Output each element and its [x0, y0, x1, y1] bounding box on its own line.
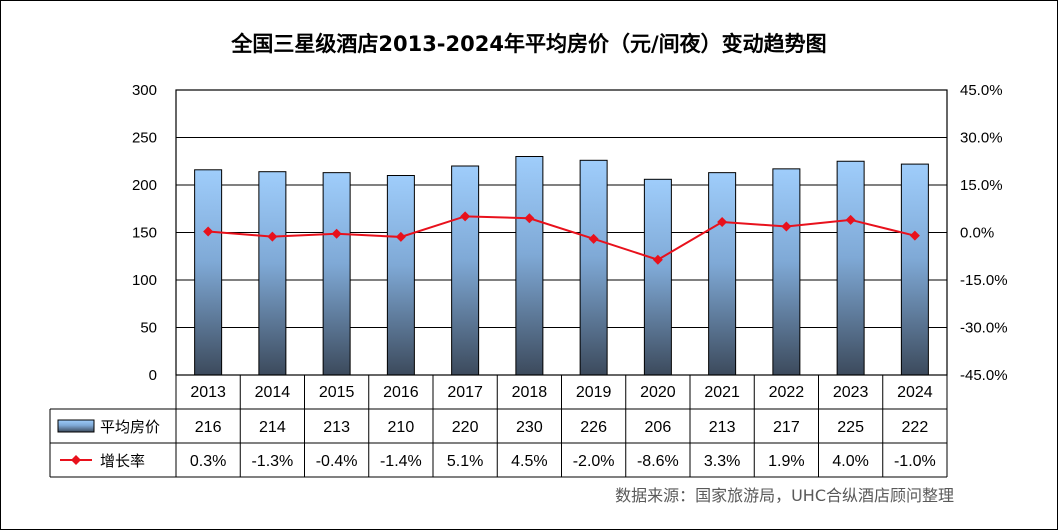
rate-value-label-2013: 0.3%	[190, 453, 226, 470]
rate-value-label-2016: -1.4%	[380, 453, 422, 470]
bar-2019	[579, 159, 608, 376]
y-left-tick-label: 0	[149, 367, 157, 384]
growth-rate-point-2021	[717, 217, 728, 228]
y-right-tick-label: -30.0%	[960, 320, 1008, 337]
bar-2021	[708, 172, 737, 376]
y-right-tick-label: 30.0%	[960, 130, 1003, 147]
x-tick-label-2022: 2022	[769, 384, 805, 401]
x-tick-label-2018: 2018	[512, 384, 548, 401]
bar-2018	[515, 156, 544, 376]
y-right-tick-label: -15.0%	[960, 272, 1008, 289]
bar-value-label-2016: 210	[388, 419, 415, 436]
growth-rate-point-2019	[588, 233, 599, 244]
growth-rate-point-2024	[909, 230, 920, 241]
bar-2024	[900, 163, 929, 376]
bar-value-label-2022: 217	[773, 419, 800, 436]
bar-value-label-2019: 226	[580, 419, 607, 436]
legend-label-bar: 平均房价	[100, 418, 160, 436]
growth-rate-point-2022	[781, 221, 792, 232]
bar-2015	[322, 172, 351, 376]
growth-rate-line	[208, 215, 916, 261]
y-left-tick-label: 150	[132, 225, 157, 242]
x-tick-label-2014: 2014	[255, 384, 291, 401]
rate-value-label-2024: -1.0%	[894, 453, 936, 470]
rate-value-label-2022: 1.9%	[768, 453, 804, 470]
x-tick-label-2021: 2021	[704, 384, 740, 401]
rate-value-label-2014: -1.3%	[251, 453, 293, 470]
rate-value-label-2018: 4.5%	[511, 453, 547, 470]
growth-rate-point-2018	[524, 213, 535, 224]
bar-value-label-2014: 214	[259, 419, 286, 436]
y-right-tick-label: 45.0%	[960, 82, 1003, 99]
growth-rate-point-2015	[331, 228, 342, 239]
x-tick-label-2015: 2015	[319, 384, 355, 401]
y-left-tick-label: 200	[132, 177, 157, 194]
growth-rate-point-2017	[460, 211, 471, 222]
bar-value-label-2024: 222	[902, 419, 929, 436]
bar-2020	[643, 178, 672, 376]
bar-2017	[451, 165, 480, 376]
growth-rate-point-2016	[395, 231, 406, 242]
bar-value-label-2013: 216	[195, 419, 222, 436]
chart-title: 全国三星级酒店2013-2024年平均房价（元/间夜）变动趋势图	[231, 32, 827, 56]
x-tick-label-2023: 2023	[833, 384, 869, 401]
x-tick-label-2024: 2024	[897, 384, 933, 401]
bar-2016	[386, 175, 415, 376]
bar-2022	[772, 168, 801, 376]
growth-rate-point-2023	[845, 214, 856, 225]
y-left-tick-label: 100	[132, 272, 157, 289]
bar-2023	[836, 160, 865, 376]
x-tick-label-2020: 2020	[640, 384, 676, 401]
bar-value-label-2023: 225	[837, 419, 864, 436]
rate-value-label-2023: 4.0%	[832, 453, 868, 470]
y-right-tick-label: 0.0%	[960, 225, 994, 242]
y-left-tick-label: 300	[132, 82, 157, 99]
rate-value-label-2015: -0.4%	[316, 453, 358, 470]
rate-value-label-2019: -2.0%	[573, 453, 615, 470]
source-note: 数据来源：国家旅游局，UHC合纵酒店顾问整理	[615, 486, 954, 505]
legend-key-marker	[71, 455, 81, 465]
bar-2014	[258, 171, 287, 376]
y-right-tick-label: -45.0%	[960, 367, 1008, 384]
bar-value-label-2017: 220	[452, 419, 479, 436]
rate-value-label-2020: -8.6%	[637, 453, 679, 470]
growth-rate-point-2020	[652, 254, 663, 265]
bar-value-label-2020: 206	[645, 419, 672, 436]
legend-label-line: 增长率	[100, 452, 145, 470]
y-left-tick-label: 50	[140, 320, 157, 337]
x-tick-label-2017: 2017	[447, 384, 483, 401]
x-tick-label-2013: 2013	[190, 384, 226, 401]
growth-rate-point-2014	[267, 231, 278, 242]
bar-value-label-2021: 213	[709, 419, 736, 436]
bar-2013	[194, 169, 223, 376]
y-left-tick-label: 250	[132, 130, 157, 147]
bar-value-label-2015: 213	[323, 419, 350, 436]
rate-value-label-2021: 3.3%	[704, 453, 740, 470]
legend-key-bar	[57, 419, 95, 433]
rate-value-label-2017: 5.1%	[447, 453, 483, 470]
bar-value-label-2018: 230	[516, 419, 543, 436]
growth-rate-point-2013	[203, 226, 214, 237]
x-tick-label-2016: 2016	[383, 384, 419, 401]
y-right-tick-label: 15.0%	[960, 177, 1003, 194]
x-tick-label-2019: 2019	[576, 384, 612, 401]
